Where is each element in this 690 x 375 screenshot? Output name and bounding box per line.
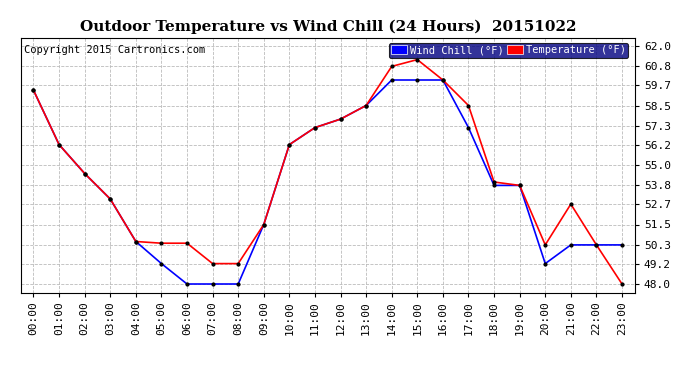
Title: Outdoor Temperature vs Wind Chill (24 Hours)  20151022: Outdoor Temperature vs Wind Chill (24 Ho… — [79, 19, 576, 33]
Legend: Wind Chill (°F), Temperature (°F): Wind Chill (°F), Temperature (°F) — [388, 43, 629, 58]
Text: Copyright 2015 Cartronics.com: Copyright 2015 Cartronics.com — [23, 45, 205, 55]
